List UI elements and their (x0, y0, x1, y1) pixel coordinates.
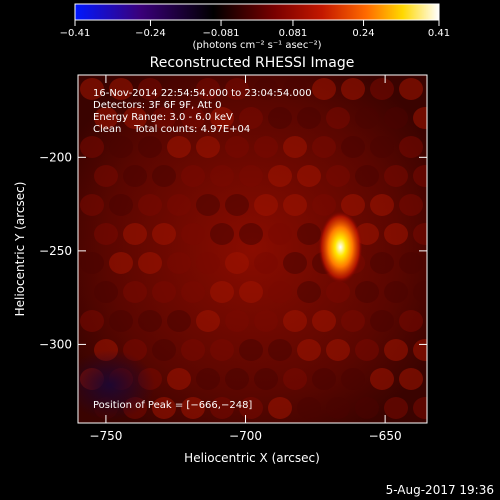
x-tick-label: −650 (369, 429, 402, 443)
colorbar-tick-label: −0.41 (60, 28, 91, 39)
axis-ticks: −750−700−650−600−200−250−300 (39, 75, 427, 443)
colorbar-tick-label: −0.24 (135, 28, 166, 39)
annotation-time: 16-Nov-2014 22:54:54.000 to 23:04:54.000 (93, 88, 312, 99)
colorbar-tick-label: 0.081 (279, 28, 308, 39)
x-axis-label: Heliocentric X (arcsec) (184, 451, 320, 465)
y-tick-label: −250 (39, 244, 72, 258)
plot-frame (77, 74, 428, 424)
x-tick-label: −700 (229, 429, 262, 443)
annotation-detectors: Detectors: 3F 6F 9F, Att 0 (93, 100, 221, 111)
colorbar-tick-label: 0.41 (428, 28, 450, 39)
peak-source (318, 211, 363, 284)
colorbar (74, 3, 440, 21)
y-tick-label: −200 (39, 150, 72, 164)
peak-position-label: Position of Peak = [−666,−248] (93, 400, 252, 411)
x-tick-label: −750 (89, 429, 122, 443)
y-axis-label: Heliocentric Y (arcsec) (13, 182, 27, 317)
chart-title: Reconstructed RHESSI Image (150, 55, 355, 71)
annotation-energy: Energy Range: 3.0 - 6.0 keV (93, 112, 233, 123)
annotation-clean: Clean Total counts: 4.97E+04 (93, 124, 250, 135)
heatmap-image (78, 75, 427, 423)
colorbar-tick-label: 0.24 (352, 28, 374, 39)
footer-date: 5-Aug-2017 19:36 (386, 483, 494, 497)
colorbar-tick-label: −0.081 (203, 28, 240, 39)
y-tick-label: −300 (39, 337, 72, 351)
colorbar-unit: (photons cm⁻² s⁻¹ asec⁻²) (192, 40, 321, 51)
colorbar-ticks: −0.41 −0.24 −0.081 0.081 0.24 0.41 (60, 20, 450, 39)
